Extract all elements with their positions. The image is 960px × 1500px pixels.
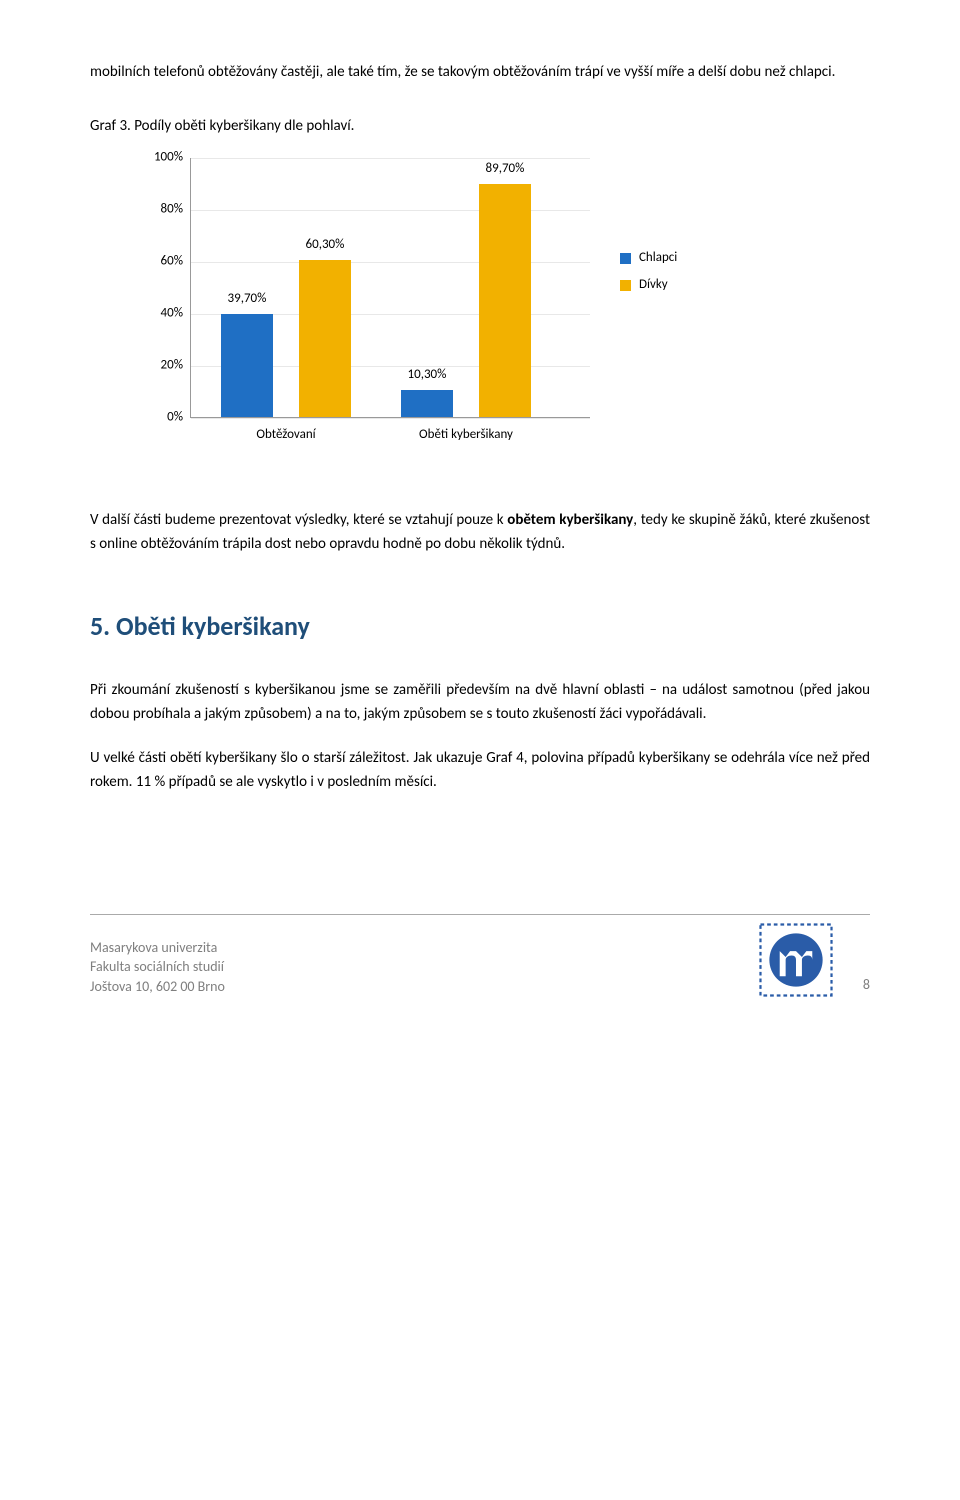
footer-line-1: Masarykova univerzita — [90, 938, 225, 958]
intro-paragraph: mobilních telefonů obtěžovány častěji, a… — [90, 60, 870, 84]
gender-share-chart: 0%20%40%60%80%100%39,70%60,30%Obtěžovaní… — [130, 158, 770, 478]
legend-item-boys: Chlapci — [620, 248, 677, 269]
body-paragraph-1: Při zkoumání zkušeností s kyberšikanou j… — [90, 678, 870, 726]
y-tick-label: 100% — [131, 148, 191, 169]
chart-bar — [221, 314, 273, 417]
after-chart-paragraph: V další části budeme prezentovat výsledk… — [90, 508, 870, 556]
page-number: 8 — [863, 974, 870, 996]
body-paragraph-2: U velké části obětí kyberšikany šlo o st… — [90, 746, 870, 794]
university-logo-icon — [759, 923, 833, 997]
legend-label-boys: Chlapci — [639, 248, 677, 269]
bar-value-label: 39,70% — [207, 289, 287, 310]
bar-value-label: 60,30% — [285, 235, 365, 256]
section-heading: 5. Oběti kyberšikany — [90, 606, 870, 648]
legend-label-girls: Dívky — [639, 275, 668, 296]
chart-bar — [299, 260, 351, 417]
y-tick-label: 20% — [131, 356, 191, 377]
y-tick-label: 40% — [131, 304, 191, 325]
chart-caption: Graf 3. Podíly oběti kyberšikany dle poh… — [90, 114, 870, 138]
chart-bar — [479, 184, 531, 417]
footer-institution: Masarykova univerzita Fakulta sociálních… — [90, 938, 225, 997]
y-tick-label: 60% — [131, 252, 191, 273]
bar-value-label: 89,70% — [465, 159, 545, 180]
x-category-label: Oběti kyberšikany — [381, 425, 551, 446]
y-tick-label: 80% — [131, 200, 191, 221]
y-tick-label: 0% — [131, 408, 191, 429]
chart-legend: Chlapci Dívky — [620, 248, 677, 302]
chart-bar — [401, 390, 453, 417]
legend-swatch-boys — [620, 253, 631, 264]
page-footer: Masarykova univerzita Fakulta sociálních… — [90, 914, 870, 997]
legend-swatch-girls — [620, 280, 631, 291]
legend-item-girls: Dívky — [620, 275, 677, 296]
x-category-label: Obtěžovaní — [201, 425, 371, 446]
footer-line-3: Joštova 10, 602 00 Brno — [90, 977, 225, 997]
footer-line-2: Fakulta sociálních studií — [90, 957, 225, 977]
bar-value-label: 10,30% — [387, 365, 467, 386]
